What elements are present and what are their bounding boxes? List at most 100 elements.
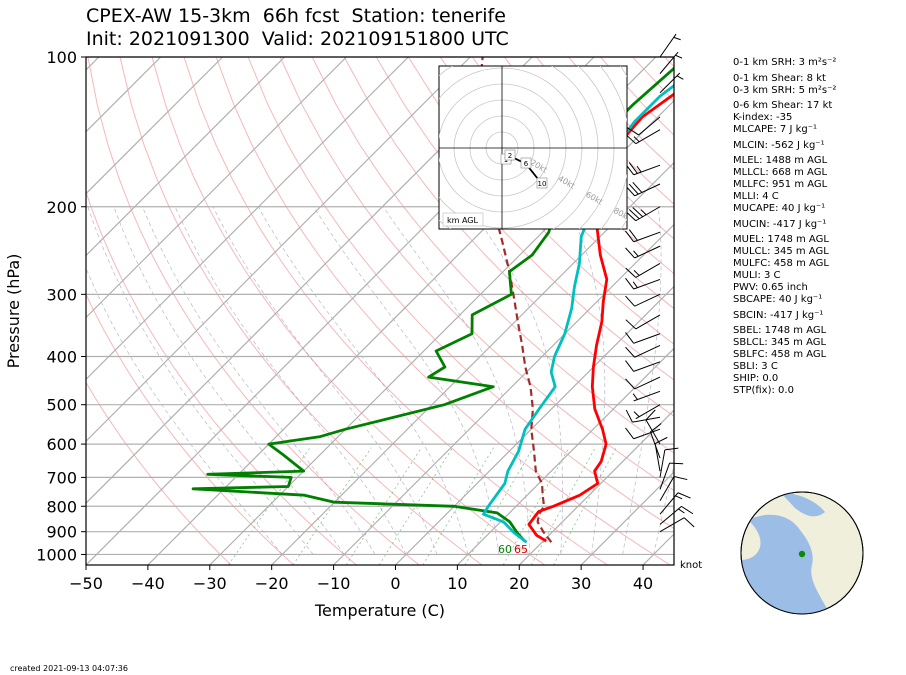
index-line: MLLFC: 951 m AGL	[733, 179, 828, 190]
isotherm	[86, 57, 347, 319]
barb-half	[633, 270, 640, 276]
barb-staff	[635, 404, 661, 420]
index-line: STP(fix): 0.0	[733, 385, 794, 396]
barb-full	[628, 209, 640, 220]
index-line: 0-1 km SRH: 3 m²s⁻²	[733, 57, 837, 68]
x-tick-label: 0	[390, 574, 400, 593]
x-tick-label: −10	[317, 574, 351, 593]
barb-full	[625, 332, 635, 344]
hodograph-inset: 20kt40kt60kt80kt12610km AGL	[438, 65, 628, 230]
barb-full	[645, 409, 656, 421]
barb-half	[632, 281, 638, 288]
barb-full	[625, 346, 635, 358]
barb-full	[625, 360, 635, 372]
dewpoint-profile	[191, 66, 674, 543]
mixing-ratio-line	[228, 447, 311, 565]
barb-full	[625, 319, 637, 330]
barb-half	[640, 209, 647, 216]
y-tick-label: 900	[46, 523, 77, 542]
barb-full	[632, 182, 643, 193]
y-tick-label: 700	[46, 468, 77, 487]
index-line: SBCAPE: 40 J kg⁻¹	[733, 294, 823, 305]
wind-barb	[626, 116, 661, 136]
isotherm	[580, 471, 674, 565]
wind-barb	[659, 33, 681, 58]
wind-barbs	[625, 33, 695, 533]
index-line: SBCIN: -417 J kg⁻¹	[733, 309, 824, 321]
moist-adiabat	[567, 206, 606, 555]
title-line-2: Init: 2021091300 Valid: 202109151800 UTC	[86, 28, 509, 50]
isotherm	[86, 57, 224, 195]
hodograph-height-box	[536, 177, 548, 189]
barb-full	[673, 476, 688, 481]
barb-full	[650, 423, 662, 433]
barb-staff	[634, 376, 661, 390]
barb-staff	[635, 129, 661, 145]
barb-full	[654, 436, 668, 445]
index-line: 0-6 km Shear: 17 kt	[733, 100, 833, 111]
index-line: 0-1 km Shear: 8 kt	[733, 72, 826, 84]
barb-staff	[659, 449, 666, 478]
barb-staff	[633, 164, 661, 176]
dry-adiabat	[86, 190, 357, 565]
dry-adiabat	[279, 57, 674, 492]
y-tick-label: 1000	[36, 545, 77, 564]
barb-half	[636, 165, 642, 173]
index-line: MUEL: 1748 m AGL	[733, 234, 829, 245]
barb-staff	[634, 183, 661, 197]
wind-barb	[625, 360, 661, 372]
index-line: K-index: -35	[733, 112, 793, 123]
wind-barb	[625, 332, 661, 344]
y-tick-label: 200	[46, 198, 77, 217]
index-line: SBLFC: 458 m AGL	[733, 349, 827, 360]
y-tick-label: 400	[46, 348, 77, 367]
barb-full	[677, 492, 691, 499]
barb-staff	[659, 33, 677, 58]
moist-adiabat	[142, 206, 376, 555]
globe-outline	[740, 491, 864, 615]
barb-full	[625, 277, 635, 290]
index-line: SHIP: 0.0	[733, 373, 779, 384]
barb-full	[625, 267, 637, 278]
index-line: MUCAPE: 40 J kg⁻¹	[733, 203, 826, 214]
barb-half	[675, 495, 683, 500]
isotherm	[333, 223, 674, 565]
barb-staff	[634, 293, 661, 307]
dry-adiabat	[375, 57, 674, 381]
wind-barb	[625, 162, 661, 176]
index-line: MLLI: 4 C	[733, 191, 779, 202]
barb-staff	[633, 231, 661, 243]
wind-barb	[659, 462, 684, 490]
barb-full	[625, 247, 635, 259]
y-axis-label: Pressure (hPa)	[4, 254, 23, 369]
wind-barb	[659, 476, 688, 502]
barb-full	[664, 447, 679, 451]
isotherm	[395, 285, 674, 565]
dry-adiabat	[343, 57, 674, 417]
wind-barb	[625, 277, 661, 290]
barb-staff	[659, 462, 671, 490]
barb-staff	[654, 443, 661, 472]
index-line: MLEL: 1488 m AGL	[733, 155, 828, 166]
wind-barb	[625, 314, 661, 330]
isotherm	[86, 57, 285, 257]
barb-half	[675, 54, 683, 59]
title-line-1: CPEX-AW 15-3km 66h fcst Station: tenerif…	[86, 5, 506, 27]
y-tick-label: 600	[46, 435, 77, 454]
wind-barb	[625, 376, 661, 390]
barb-staff	[659, 517, 685, 533]
hodograph-label: km AGL	[447, 216, 479, 225]
hodograph-height-box	[520, 157, 532, 169]
globe-ocean-north	[780, 492, 825, 517]
mixing-ratio-line	[530, 447, 596, 565]
barb-staff	[633, 278, 661, 290]
barb-staff	[659, 505, 682, 525]
index-line: MUCIN: -417 J kg⁻¹	[733, 218, 827, 230]
barb-half	[673, 36, 681, 41]
mixing-ratio-line	[292, 447, 372, 565]
index-line: MLCIN: -562 J kg⁻¹	[733, 139, 825, 151]
barb-full	[683, 517, 695, 528]
x-tick-label: 20	[509, 574, 529, 593]
wind-barb	[625, 229, 661, 243]
